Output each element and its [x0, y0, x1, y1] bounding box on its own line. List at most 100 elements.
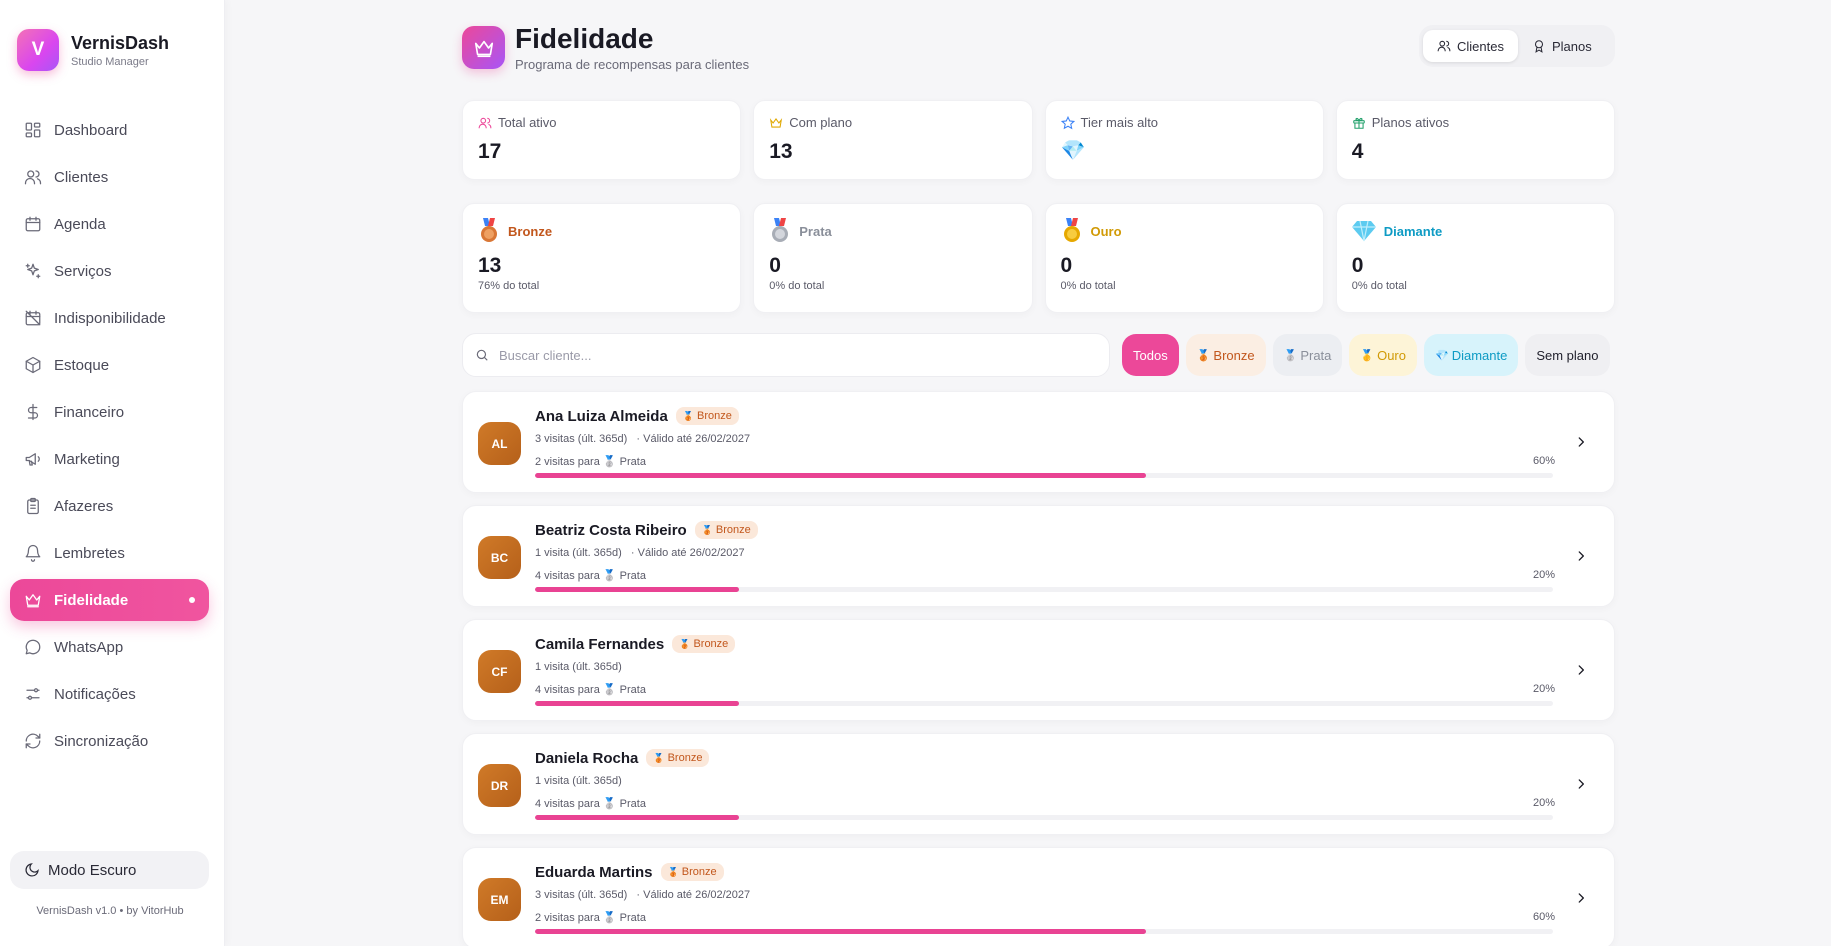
tier-badge: 🥉 Bronze [660, 863, 724, 881]
sidebar-item-marketing[interactable]: Marketing [10, 438, 209, 480]
silver-medal-icon [772, 218, 789, 242]
moon-icon [25, 863, 39, 877]
progress-bar-fill [535, 587, 739, 592]
sidebar-item-whatsapp[interactable]: WhatsApp [10, 626, 209, 668]
chevron-right-icon[interactable] [1574, 549, 1588, 563]
award-icon [1534, 40, 1543, 53]
tier-badge: 🥉 Bronze [672, 635, 736, 653]
progress-percent: 20% [1533, 569, 1556, 581]
active-indicator-dot [189, 597, 195, 603]
tab-planos-label: Planos [1551, 38, 1592, 54]
sidebar-nav: Dashboard Clientes Agenda Serviços Indis… [10, 109, 209, 767]
next-tier-prefix: 2 visitas para [535, 456, 600, 468]
avatar: CF [478, 650, 521, 693]
silver-medal-icon: 🥈 [602, 684, 617, 696]
sidebar-item-servicos[interactable]: Serviços [10, 250, 209, 292]
sidebar-item-estoque[interactable]: Estoque [10, 344, 209, 386]
package-icon [25, 356, 41, 374]
search-box[interactable] [462, 333, 1110, 377]
stat-com-plano: Com plano 13 [753, 100, 1033, 180]
filter-diamante[interactable]: 💎 Diamante [1424, 334, 1519, 376]
diamond-icon [1351, 220, 1376, 242]
chevron-right-icon[interactable] [1574, 777, 1588, 791]
valid-until: · Válido até 26/02/2027 [630, 547, 745, 559]
sidebar-item-fidelidade[interactable]: Fidelidade [10, 579, 209, 621]
filter-row: Todos 🥉Bronze 🥈Prata 🥇Ouro 💎Diamante Sem… [462, 333, 1615, 377]
tiers-row: Bronze 13 76% do total Prata 0 0% do tot… [462, 203, 1615, 313]
client-card[interactable]: AL Ana Luiza Almeida 🥉 Bronze 3 visitas (… [462, 391, 1615, 493]
stat-label: Com plano [789, 115, 853, 130]
bronze-medal-icon: 🥉 [667, 866, 679, 877]
client-card[interactable]: DR Daniela Rocha 🥉 Bronze 1 visita (últ. … [462, 733, 1615, 835]
silver-medal-icon: 🥈 [602, 456, 617, 468]
sidebar-item-agenda[interactable]: Agenda [10, 203, 209, 245]
client-card[interactable]: EM Eduarda Martins 🥉 Bronze 3 visitas (úl… [462, 847, 1615, 946]
next-tier-name: Prata [619, 912, 646, 924]
search-icon [476, 349, 488, 361]
tab-clientes-label: Clientes [1457, 38, 1504, 54]
sidebar-item-dashboard[interactable]: Dashboard [10, 109, 209, 151]
chevron-right-icon[interactable] [1574, 663, 1588, 677]
sidebar-item-label: Agenda [54, 215, 106, 233]
tier-card-bronze[interactable]: Bronze 13 76% do total [462, 203, 742, 313]
tier-count: 0 [1351, 254, 1364, 277]
progress-bar-fill [535, 815, 739, 820]
sidebar-item-notificacoes[interactable]: Notificações [10, 673, 209, 715]
sparkles-icon [25, 263, 41, 279]
filter-label: Diamante [1451, 347, 1508, 363]
tier-card-diamante[interactable]: Diamante 0 0% do total [1335, 203, 1615, 313]
client-name: Eduarda Martins [535, 863, 653, 881]
tier-card-prata[interactable]: Prata 0 0% do total [753, 203, 1033, 313]
filter-prata[interactable]: 🥈 Prata [1272, 334, 1343, 376]
progress-percent: 60% [1533, 911, 1556, 923]
clipboard-icon [27, 497, 39, 515]
sidebar-item-lembretes[interactable]: Lembretes [10, 532, 209, 574]
chevron-right-icon[interactable] [1574, 891, 1588, 905]
header-crown-icon [462, 26, 505, 69]
sidebar-item-afazeres[interactable]: Afazeres [10, 485, 209, 527]
stat-label: Tier mais alto [1080, 115, 1159, 130]
next-tier-prefix: 2 visitas para [535, 912, 600, 924]
sidebar-item-clientes[interactable]: Clientes [10, 156, 209, 198]
sidebar-item-label: Serviços [54, 262, 112, 280]
search-input[interactable] [499, 347, 1079, 363]
stat-label: Total ativo [498, 115, 557, 130]
sliders-icon [26, 688, 40, 700]
visit-count: 1 visita (últ. 365d) [535, 661, 622, 673]
crown-icon [770, 117, 783, 128]
filter-label: Prata [1300, 347, 1332, 363]
dark-mode-toggle[interactable]: Modo Escuro [10, 851, 209, 889]
tier-badge-label: Bronze [667, 752, 703, 764]
chevron-right-icon[interactable] [1574, 435, 1588, 449]
avatar: AL [478, 422, 521, 465]
sidebar-item-label: Afazeres [54, 497, 114, 515]
tab-planos[interactable]: Planos [1518, 30, 1606, 62]
dark-mode-label: Modo Escuro [48, 861, 137, 879]
dollar-icon [27, 403, 39, 421]
tier-card-ouro[interactable]: Ouro 0 0% do total [1044, 203, 1324, 313]
client-card[interactable]: BC Beatriz Costa Ribeiro 🥉 Bronze 1 visit… [462, 505, 1615, 607]
brand-name: VernisDash [71, 32, 170, 53]
sidebar-item-sincronizacao[interactable]: Sincronização [10, 720, 209, 762]
tier-name: Diamante [1383, 223, 1443, 239]
progress-bar-fill [535, 701, 739, 706]
tier-percentage: 76% do total [478, 280, 540, 292]
filter-ouro[interactable]: 🥇 Ouro [1349, 334, 1417, 376]
valid-until: · Válido até 26/02/2027 [636, 889, 751, 901]
sidebar-item-indisponibilidade[interactable]: Indisponibilidade [10, 297, 209, 339]
tier-count: 0 [1060, 254, 1073, 277]
sidebar-item-label: Financeiro [54, 403, 125, 421]
sidebar-item-financeiro[interactable]: Financeiro [10, 391, 209, 433]
avatar: BC [478, 536, 521, 579]
tab-clientes[interactable]: Clientes [1423, 30, 1518, 62]
stat-tier-mais-alto: Tier mais alto 💎 [1044, 100, 1324, 180]
filter-sem-plano[interactable]: Sem plano [1525, 334, 1610, 376]
stat-value: 13 [769, 140, 793, 163]
tier-percentage: 0% do total [769, 280, 825, 292]
filter-bronze[interactable]: 🥉 Bronze [1185, 334, 1266, 376]
client-card[interactable]: CF Camila Fernandes 🥉 Bronze 1 visita (úl… [462, 619, 1615, 721]
client-name: Beatriz Costa Ribeiro [535, 521, 687, 539]
version-footer: VernisDash v1.0 • by VitorHub [36, 905, 184, 917]
brand[interactable]: V VernisDash Studio Manager [17, 29, 169, 71]
filter-todos[interactable]: Todos [1122, 334, 1179, 376]
